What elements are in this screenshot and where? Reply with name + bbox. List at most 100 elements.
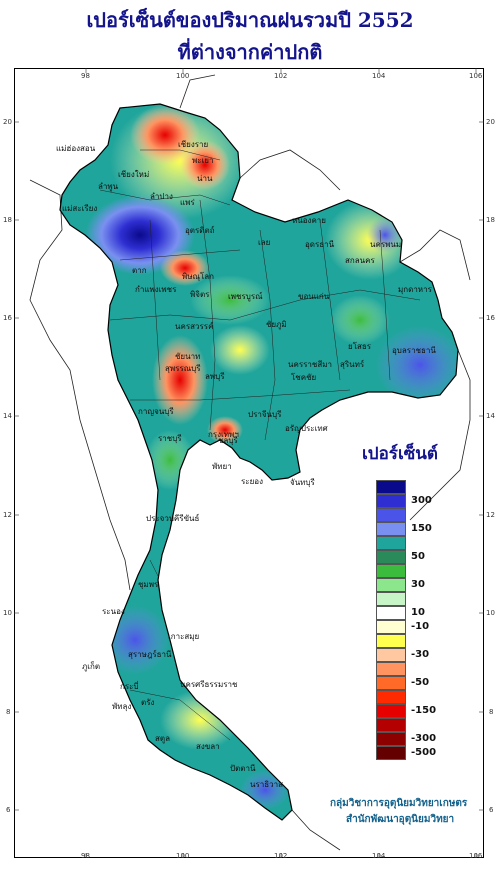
legend-label: -150 <box>411 705 437 716</box>
legend-swatch <box>376 648 406 662</box>
place-label: ราชบุรี <box>158 434 182 443</box>
lat-label: 14 <box>3 412 12 420</box>
legend-swatch <box>376 592 406 606</box>
map-title-line2: ที่ต่างจากค่าปกติ <box>177 40 323 64</box>
lat-label: 10 <box>3 609 12 617</box>
lat-label: 16 <box>486 314 495 322</box>
lon-label: 104 <box>372 852 386 860</box>
place-label: เชียงใหม่ <box>118 170 150 179</box>
place-label: อุดรธานี <box>305 240 335 249</box>
legend-swatch <box>376 732 406 746</box>
legend-label: -50 <box>411 677 430 688</box>
place-label: ประจวบคีรีขันธ์ <box>146 514 200 523</box>
place-label: กำแพงเพชร <box>135 285 177 294</box>
legend-swatch <box>376 578 406 592</box>
legend-label: 150 <box>411 523 432 534</box>
place-label: นครศรีธรรมราช <box>180 680 238 689</box>
legend-label: 50 <box>411 551 425 562</box>
place-label: เชียงราย <box>178 140 209 149</box>
place-label: ขอนแก่น <box>298 292 330 301</box>
place-label: ชัยภูมิ <box>266 320 287 329</box>
legend-swatch <box>376 634 406 648</box>
legend-swatch <box>376 550 406 564</box>
neighbour-borders <box>29 74 471 851</box>
lat-label: 14 <box>486 412 495 420</box>
lat-label: 20 <box>486 118 495 126</box>
place-label: กระบี่ <box>120 682 139 691</box>
place-label: จันทบุรี <box>290 478 315 487</box>
legend-swatch <box>376 508 406 522</box>
place-label: ระนอง <box>102 607 125 616</box>
place-label: ชุมพร <box>138 580 159 589</box>
place-label: เพชรบูรณ์ <box>228 292 263 301</box>
place-label: พัทลุง <box>112 702 132 711</box>
place-label: ชัยนาท <box>175 352 201 361</box>
place-label: อุบลราชธานี <box>392 346 436 355</box>
legend-title: เปอร์เซ็นต์ <box>362 444 438 464</box>
place-label: นราธิวาส <box>250 780 284 789</box>
place-label: สุราษฎร์ธานี <box>128 650 172 659</box>
lon-label: 98 <box>81 72 90 80</box>
place-label: แพร่ <box>180 198 195 207</box>
legend-swatch <box>376 746 406 760</box>
lat-label: 10 <box>486 609 495 617</box>
place-label: นครสวรรค์ <box>175 322 214 331</box>
place-label: นครพนม <box>370 240 402 249</box>
lon-label: 104 <box>372 72 386 80</box>
legend-swatch <box>376 522 406 536</box>
place-label: น่าน <box>197 174 213 183</box>
place-label: นครราชสีมา <box>288 360 332 369</box>
lat-label: 18 <box>3 216 12 224</box>
lat-label: 18 <box>486 216 495 224</box>
place-label: พะเยา <box>192 156 214 165</box>
legend-swatch <box>376 704 406 718</box>
legend-label: 300 <box>411 495 432 506</box>
lat-label: 8 <box>489 708 494 716</box>
legend-swatch <box>376 606 406 620</box>
legend-swatch <box>376 690 406 704</box>
lat-label: 12 <box>486 511 495 519</box>
place-label: ลำพูน <box>98 182 119 191</box>
map-title-line1: เปอร์เซ็นต์ของปริมาณฝนรวมปี 2552 <box>86 8 414 32</box>
lon-label: 100 <box>176 852 190 860</box>
lon-label: 98 <box>81 852 90 860</box>
place-label: ปราจีนบุรี <box>248 410 282 419</box>
place-label: อรัญประเทศ <box>285 424 328 433</box>
place-label: กาญจนบุรี <box>138 407 174 416</box>
place-label: สุพรรณบุรี <box>165 364 201 373</box>
place-label: ปัตตานี <box>230 764 256 773</box>
lon-label: 102 <box>274 72 288 80</box>
place-label: พิษณุโลก <box>182 272 215 281</box>
legend-swatch <box>376 620 406 634</box>
legend-label: -300 <box>411 733 437 744</box>
place-label: ชลบุรี <box>218 436 238 445</box>
place-label: โชคชัย <box>291 373 317 382</box>
place-label: อุตรดิตถ์ <box>185 226 215 235</box>
place-label: ลำปาง <box>150 192 173 201</box>
axis-ticks <box>14 68 484 858</box>
place-label: แม่สะเรียง <box>62 204 98 213</box>
thailand-border <box>59 103 459 821</box>
place-label: หนองคาย <box>292 216 326 225</box>
place-label: ตรัง <box>141 698 155 707</box>
place-label: เกาะสมุย <box>168 632 200 641</box>
lon-label: 106 <box>469 72 483 80</box>
legend-swatch <box>376 662 406 676</box>
legend-label: 10 <box>411 607 425 618</box>
place-label: ภูเก็ต <box>82 662 101 671</box>
legend-swatch <box>376 564 406 578</box>
legend-label: -30 <box>411 649 430 660</box>
lon-label: 100 <box>176 72 190 80</box>
legend-label: 30 <box>411 579 425 590</box>
place-label: มุกดาหาร <box>398 285 432 294</box>
lat-label: 6 <box>489 806 494 814</box>
place-label: ยโสธร <box>348 342 372 351</box>
place-label: สุรินทร์ <box>340 360 365 369</box>
lat-label: 8 <box>6 708 11 716</box>
lat-label: 16 <box>3 314 12 322</box>
place-label: สกลนคร <box>345 256 375 265</box>
place-label: ระยอง <box>241 477 263 486</box>
place-label: พิจิตร <box>190 290 210 299</box>
place-label: สงขลา <box>196 742 220 751</box>
